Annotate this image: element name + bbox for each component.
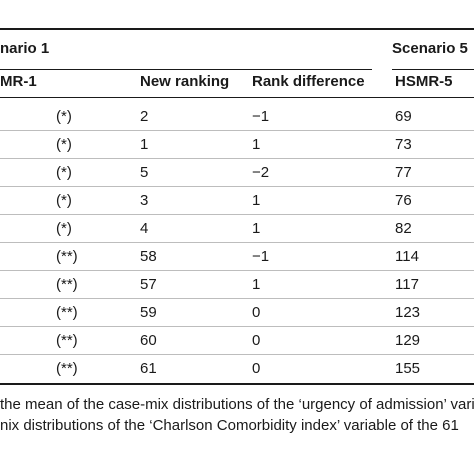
header-bottom-rule xyxy=(0,97,474,98)
new-ranking-cell: 4 xyxy=(140,220,149,237)
scenario-1-underline xyxy=(0,69,372,70)
table-row: (*) 5 −2 77 xyxy=(0,159,474,187)
new-ranking-cell: 58 xyxy=(140,248,157,265)
new-ranking-cell: 1 xyxy=(140,136,149,153)
new-ranking-cell: 60 xyxy=(140,332,157,349)
hsmr5-cell: 76 xyxy=(395,192,412,209)
hsmr1-cell: (*) xyxy=(56,108,72,125)
hsmr1-cell: (**) xyxy=(56,304,78,321)
hsmr1-cell: (**) xyxy=(56,276,78,293)
new-ranking-cell: 59 xyxy=(140,304,157,321)
table-row: (**) 60 0 129 xyxy=(0,327,474,355)
hsmr5-cell: 77 xyxy=(395,164,412,181)
table-top-rule xyxy=(0,28,474,30)
new-ranking-cell: 3 xyxy=(140,192,149,209)
hsmr5-cell: 82 xyxy=(395,220,412,237)
table-row: (**) 61 0 155 xyxy=(0,355,474,382)
hsmr5-cell: 73 xyxy=(395,136,412,153)
table-bottom-rule xyxy=(0,383,474,385)
hsmr5-cell: 123 xyxy=(395,304,421,321)
new-ranking-cell: 57 xyxy=(140,276,157,293)
rank-difference-cell: 1 xyxy=(252,192,261,209)
rank-difference-cell: 0 xyxy=(252,332,261,349)
new-ranking-cell: 5 xyxy=(140,164,149,181)
rank-difference-cell: 1 xyxy=(252,276,261,293)
hsmr5-cell: 114 xyxy=(395,248,419,265)
hsmr5-cell: 129 xyxy=(395,332,421,349)
column-header-new-ranking: New ranking xyxy=(140,73,230,90)
column-header-hsmr5: HSMR-5 xyxy=(395,73,453,90)
table-row: (**) 58 −1 114 xyxy=(0,243,474,271)
hsmr1-cell: (**) xyxy=(56,332,78,349)
hsmr1-cell: (*) xyxy=(56,192,72,209)
column-header-rank-difference: Rank difference xyxy=(252,73,365,90)
scenario-5-underline xyxy=(392,69,474,70)
hsmr5-cell: 69 xyxy=(395,108,412,125)
rank-difference-cell: 1 xyxy=(252,136,261,153)
table-row: (**) 57 1 117 xyxy=(0,271,474,299)
table-row: (*) 1 1 73 xyxy=(0,131,474,159)
table-row: (**) 59 0 123 xyxy=(0,299,474,327)
new-ranking-cell: 61 xyxy=(140,360,157,377)
hsmr5-cell: 117 xyxy=(395,276,419,293)
rank-difference-cell: 1 xyxy=(252,220,261,237)
hsmr1-cell: (*) xyxy=(56,136,72,153)
rank-difference-cell: 0 xyxy=(252,304,261,321)
scenario-1-label: nario 1 xyxy=(0,40,50,57)
rank-difference-cell: −1 xyxy=(252,248,270,265)
hsmr1-cell: (*) xyxy=(56,164,72,181)
hsmr1-cell: (**) xyxy=(56,360,78,377)
table-row: (*) 3 1 76 xyxy=(0,187,474,215)
column-header-hsmr1: MR-1 xyxy=(0,73,37,90)
hsmr1-cell: (*) xyxy=(56,220,72,237)
hsmr1-cell: (**) xyxy=(56,248,78,265)
footnote-1: the mean of the case-mix distributions o… xyxy=(0,396,474,413)
table-row: (*) 4 1 82 xyxy=(0,215,474,243)
table-body: (*) 2 −1 69 (*) 1 1 73 (*) 5 −2 77 (*) 3… xyxy=(0,103,474,382)
table-row: (*) 2 −1 69 xyxy=(0,103,474,131)
hsmr5-cell: 155 xyxy=(395,360,421,377)
rank-difference-cell: −2 xyxy=(252,164,270,181)
footnote-2: nix distributions of the ‘Charlson Comor… xyxy=(0,417,459,434)
scenario-5-label: Scenario 5 xyxy=(392,40,468,57)
rank-difference-cell: −1 xyxy=(252,108,270,125)
new-ranking-cell: 2 xyxy=(140,108,149,125)
rank-difference-cell: 0 xyxy=(252,360,261,377)
